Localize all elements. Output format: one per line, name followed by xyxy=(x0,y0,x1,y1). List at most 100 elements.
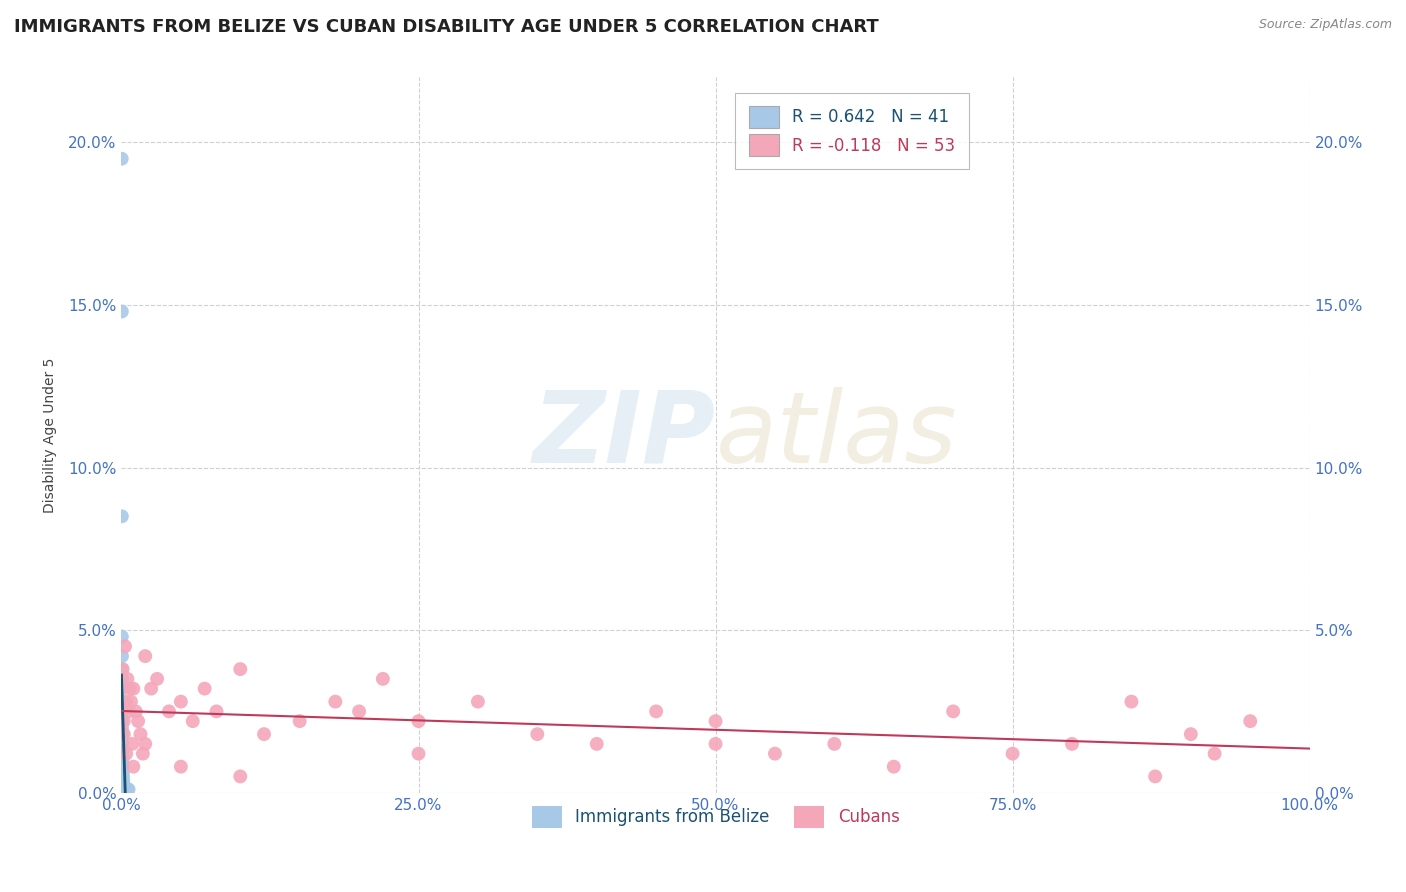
Point xyxy=(111,763,134,777)
Point xyxy=(111,714,134,728)
Point xyxy=(114,782,136,797)
Text: Source: ZipAtlas.com: Source: ZipAtlas.com xyxy=(1258,18,1392,31)
Point xyxy=(111,662,134,676)
Point xyxy=(111,769,134,783)
Point xyxy=(229,769,252,783)
Point xyxy=(1144,769,1167,783)
Point xyxy=(112,779,135,793)
Text: atlas: atlas xyxy=(716,386,957,483)
Point xyxy=(122,681,145,696)
Legend: Immigrants from Belize, Cubans: Immigrants from Belize, Cubans xyxy=(524,799,907,834)
Point xyxy=(112,779,135,793)
Text: ZIP: ZIP xyxy=(533,386,716,483)
Point xyxy=(141,681,163,696)
Point xyxy=(111,152,134,166)
Point xyxy=(111,630,134,644)
Point xyxy=(117,672,139,686)
Point xyxy=(111,776,134,790)
Point xyxy=(823,737,845,751)
Point xyxy=(1204,747,1226,761)
Point xyxy=(146,672,169,686)
Point xyxy=(883,759,905,773)
Point xyxy=(114,640,136,654)
Point xyxy=(132,747,155,761)
Point xyxy=(526,727,548,741)
Point xyxy=(117,782,139,797)
Point xyxy=(111,509,134,524)
Point xyxy=(114,782,136,797)
Point xyxy=(157,705,180,719)
Point xyxy=(112,779,135,793)
Point xyxy=(111,776,134,790)
Text: IMMIGRANTS FROM BELIZE VS CUBAN DISABILITY AGE UNDER 5 CORRELATION CHART: IMMIGRANTS FROM BELIZE VS CUBAN DISABILI… xyxy=(14,18,879,36)
Point xyxy=(120,695,142,709)
Point xyxy=(134,649,156,664)
Point xyxy=(1121,695,1143,709)
Point xyxy=(205,705,228,719)
Point xyxy=(111,759,134,773)
Point xyxy=(129,727,152,741)
Point xyxy=(112,779,135,793)
Point xyxy=(288,714,311,728)
Point xyxy=(194,681,217,696)
Point xyxy=(112,779,135,793)
Point xyxy=(325,695,347,709)
Point xyxy=(112,714,135,728)
Point xyxy=(111,721,134,735)
Point xyxy=(111,695,134,709)
Point xyxy=(111,772,134,787)
Point xyxy=(111,649,134,664)
Point xyxy=(111,750,134,764)
Point xyxy=(408,714,430,728)
Point xyxy=(111,756,134,771)
Point xyxy=(118,681,141,696)
Point xyxy=(408,747,430,761)
Point xyxy=(1060,737,1083,751)
Point xyxy=(122,759,145,773)
Point xyxy=(229,662,252,676)
Point xyxy=(112,727,135,741)
Point xyxy=(117,705,139,719)
Point xyxy=(111,769,134,783)
Point xyxy=(114,782,136,797)
Point xyxy=(645,705,668,719)
Point xyxy=(170,759,193,773)
Point xyxy=(942,705,965,719)
Point xyxy=(170,695,193,709)
Point xyxy=(111,766,134,780)
Point xyxy=(1239,714,1261,728)
Point xyxy=(111,681,134,696)
Point xyxy=(115,695,138,709)
Point xyxy=(111,766,134,780)
Y-axis label: Disability Age Under 5: Disability Age Under 5 xyxy=(44,358,58,513)
Point xyxy=(181,714,204,728)
Point xyxy=(467,695,489,709)
Point xyxy=(1180,727,1202,741)
Point xyxy=(1001,747,1024,761)
Point xyxy=(253,727,276,741)
Point xyxy=(585,737,607,751)
Point xyxy=(117,782,139,797)
Point xyxy=(111,776,134,790)
Point xyxy=(121,737,143,751)
Point xyxy=(347,705,370,719)
Point xyxy=(111,772,134,787)
Point xyxy=(371,672,394,686)
Point xyxy=(134,737,156,751)
Point xyxy=(111,304,134,318)
Point xyxy=(111,705,134,719)
Point xyxy=(111,727,134,741)
Point xyxy=(763,747,786,761)
Point xyxy=(111,672,134,686)
Point xyxy=(115,747,138,761)
Point xyxy=(111,662,134,676)
Point xyxy=(112,776,135,790)
Point xyxy=(111,743,134,757)
Point xyxy=(127,714,149,728)
Point xyxy=(111,753,134,767)
Point xyxy=(704,714,727,728)
Point xyxy=(704,737,727,751)
Point xyxy=(115,782,138,797)
Point xyxy=(111,737,134,751)
Point xyxy=(125,705,148,719)
